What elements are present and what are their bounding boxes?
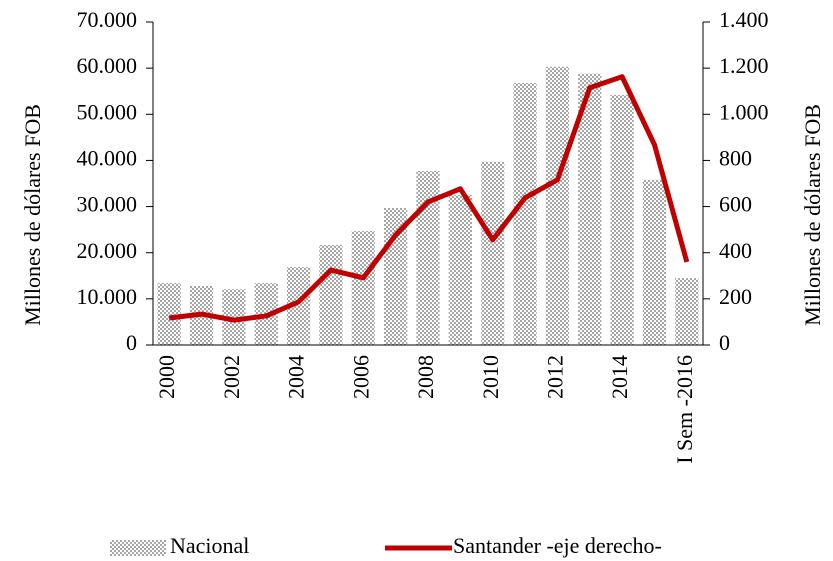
legend-swatch [110, 540, 166, 556]
bar [319, 244, 343, 345]
legend-label: Santander -eje derecho- [453, 533, 662, 558]
y-tick-label: 60.000 [77, 53, 138, 78]
x-tick-label: 2010 [478, 355, 503, 399]
bar [545, 66, 570, 345]
bar [416, 171, 440, 345]
y2-axis-label: Millones de dólares FOB [800, 104, 825, 326]
y-axis-label: Millones de dólares FOB [20, 104, 45, 326]
bar [578, 73, 602, 346]
y2-tick-label: 400 [719, 238, 752, 263]
bar [351, 231, 375, 345]
x-tick-label: 2008 [413, 355, 438, 399]
y-tick-label: 30.000 [77, 192, 138, 217]
bar [222, 289, 246, 345]
legend-label: Nacional [170, 533, 249, 558]
y2-tick-label: 1.000 [719, 99, 769, 124]
y-tick-label: 50.000 [77, 99, 138, 124]
x-tick-label: 2014 [607, 355, 632, 399]
y2-tick-label: 800 [719, 145, 752, 170]
y2-tick-label: 1.400 [719, 7, 769, 32]
bar [448, 195, 472, 345]
y-tick-label: 0 [126, 330, 137, 355]
bar [642, 179, 667, 345]
y-tick-label: 20.000 [77, 238, 138, 263]
x-tick-label: 2006 [348, 355, 373, 399]
y2-tick-label: 0 [719, 330, 730, 355]
bar [675, 278, 699, 345]
bar [513, 82, 537, 345]
y-tick-label: 40.000 [77, 145, 138, 170]
x-tick-label: I Sem -2016 [672, 355, 697, 464]
bar [286, 267, 311, 345]
y-tick-label: 70.000 [77, 7, 138, 32]
y2-tick-label: 200 [719, 284, 752, 309]
y2-tick-label: 1.200 [719, 53, 769, 78]
bar [157, 283, 181, 345]
bar [481, 161, 505, 345]
y2-tick-label: 600 [719, 192, 752, 217]
bar [610, 94, 634, 345]
x-tick-label: 2002 [219, 355, 244, 399]
line [168, 74, 690, 323]
x-tick-label: 2004 [284, 355, 309, 399]
x-tick-label: 2012 [542, 355, 567, 399]
y-tick-label: 10.000 [77, 284, 138, 309]
x-tick-label: 2000 [154, 355, 179, 399]
